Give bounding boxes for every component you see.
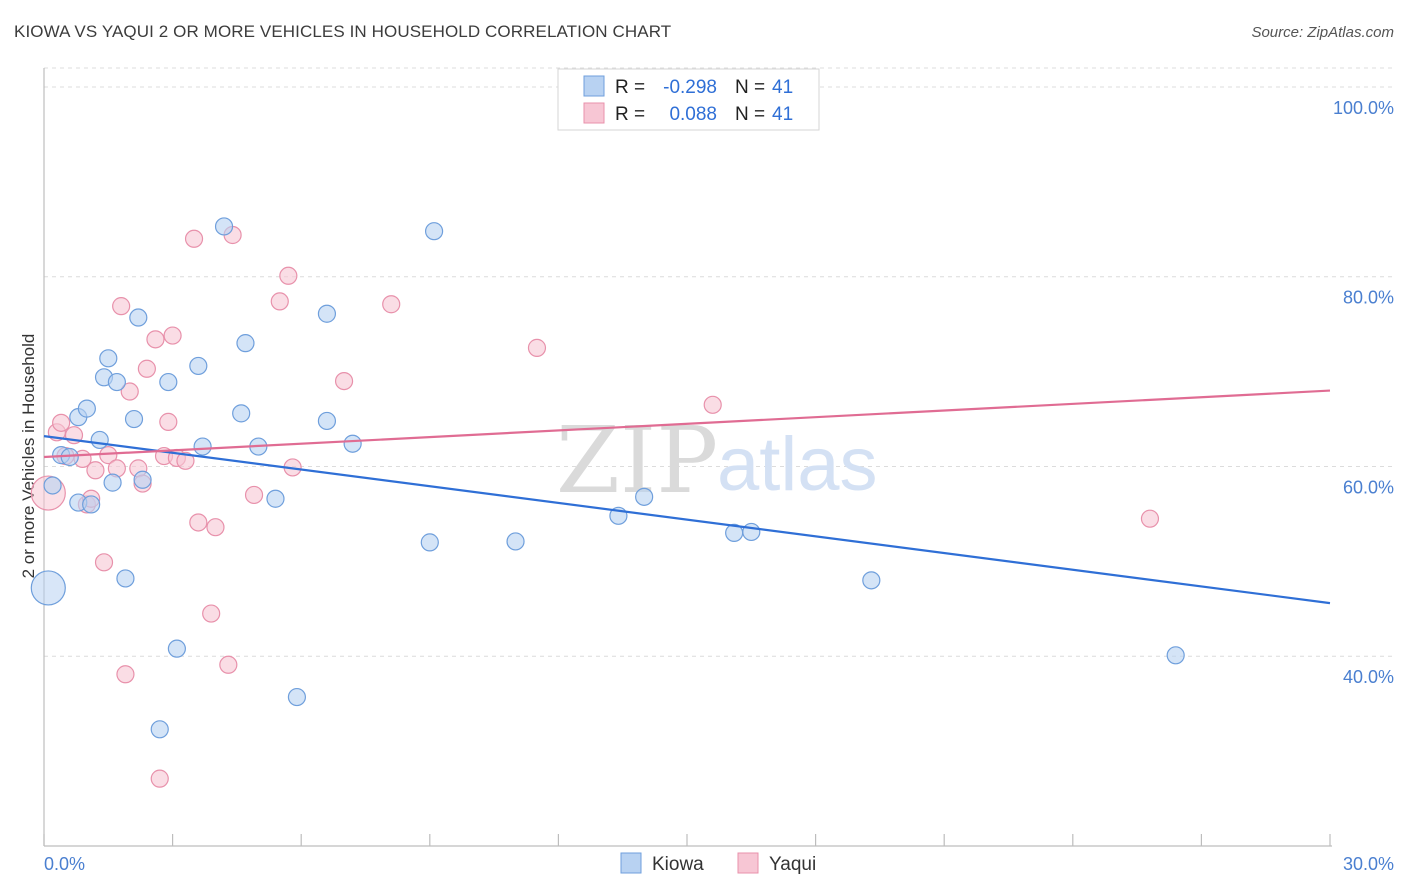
kiowa-point-37 — [742, 522, 761, 542]
kiowa-point-30 — [343, 434, 362, 453]
legend-r-value-kiowa: -0.298 — [663, 77, 717, 98]
legend-r-label-kiowa: R = — [615, 77, 645, 98]
yaqui-point-21 — [159, 412, 178, 431]
x-tick-label-min: 0.0% — [44, 854, 85, 874]
series-legend-swatch-kiowa — [620, 852, 642, 874]
yaqui-point-32 — [270, 292, 289, 311]
trend-lines — [43, 389, 1331, 605]
yaqui-point-9 — [94, 553, 114, 572]
yaqui-point-38 — [703, 395, 722, 414]
yaqui-point-8 — [86, 461, 105, 480]
kiowa-point-1 — [43, 476, 62, 495]
kiowa-points — [30, 217, 1185, 739]
legend-n-label-kiowa: N = — [735, 77, 765, 98]
watermark-atlas: atlas — [717, 422, 878, 507]
kiowa-point-11 — [103, 473, 122, 492]
kiowa-point-29 — [317, 304, 337, 323]
legend-n-value-kiowa: 41 — [772, 77, 793, 98]
kiowa-point-10 — [99, 349, 118, 368]
kiowa-point-39 — [1166, 646, 1185, 665]
kiowa-point-19 — [167, 639, 186, 658]
kiowa-point-15 — [129, 308, 148, 327]
kiowa-point-26 — [266, 489, 285, 508]
correlation-legend: R = -0.298 N = 41 R = 0.088 N = 41 — [557, 68, 820, 131]
yaqui-point-18 — [146, 330, 165, 349]
kiowa-point-13 — [116, 569, 135, 588]
chart-title: KIOWA VS YAQUI 2 OR MORE VEHICLES IN HOU… — [14, 22, 672, 41]
series-legend: Kiowa Yaqui — [620, 852, 816, 875]
yaqui-trend-line — [43, 389, 1331, 459]
yaqui-point-22 — [163, 326, 182, 345]
kiowa-point-16 — [133, 470, 152, 489]
kiowa-point-24 — [236, 334, 255, 353]
kiowa-point-31 — [420, 533, 439, 552]
yaqui-point-29 — [219, 655, 238, 674]
yaqui-point-26 — [189, 513, 208, 532]
kiowa-point-28 — [317, 411, 337, 431]
yaqui-point-13 — [116, 665, 135, 684]
kiowa-point-38 — [862, 571, 881, 590]
kiowa-point-17 — [150, 720, 169, 739]
kiowa-point-20 — [189, 356, 208, 376]
kiowa-point-33 — [506, 532, 525, 551]
kiowa-point-0 — [30, 570, 66, 606]
series-legend-swatch-yaqui — [737, 852, 759, 874]
yaqui-point-31 — [244, 485, 264, 505]
yaqui-point-37 — [527, 338, 547, 357]
kiowa-point-8 — [90, 430, 109, 450]
series-legend-label-yaqui: Yaqui — [769, 854, 816, 875]
x-tick-marks — [43, 834, 1331, 846]
kiowa-point-12 — [107, 372, 126, 392]
yaqui-point-28 — [206, 518, 225, 537]
yaqui-point-24 — [176, 451, 195, 470]
series-legend-label-kiowa: Kiowa — [652, 854, 704, 875]
kiowa-point-22 — [214, 217, 234, 236]
kiowa-point-7 — [82, 495, 101, 514]
y-tick-label-80: 80.0% — [1343, 288, 1394, 308]
source-credit: Source: ZipAtlas.com — [1251, 24, 1394, 41]
legend-r-label-yaqui: R = — [615, 104, 645, 125]
legend-swatch-yaqui — [583, 102, 605, 124]
yaqui-point-17 — [137, 359, 156, 378]
kiowa-point-18 — [159, 372, 178, 392]
yaqui-point-35 — [334, 371, 354, 391]
y-tick-label-60: 60.0% — [1343, 477, 1394, 497]
yaqui-point-39 — [1140, 509, 1160, 528]
y-tick-label-100: 100.0% — [1333, 98, 1394, 118]
kiowa-point-27 — [287, 687, 307, 707]
yaqui-point-25 — [184, 229, 204, 248]
kiowa-point-6 — [77, 399, 96, 418]
legend-swatch-kiowa — [583, 75, 605, 97]
kiowa-point-21 — [193, 437, 212, 456]
kiowa-point-32 — [424, 222, 444, 241]
kiowa-point-14 — [124, 409, 144, 429]
grid-lines — [44, 67, 1394, 657]
yaqui-point-33 — [279, 266, 298, 285]
kiowa-point-23 — [232, 404, 251, 423]
yaqui-point-12 — [112, 297, 131, 316]
y-axis-label: 2 or more Vehicles in Household — [19, 334, 38, 579]
y-tick-label-40: 40.0% — [1343, 667, 1394, 687]
legend-r-value-yaqui: 0.088 — [669, 104, 717, 125]
yaqui-point-36 — [382, 295, 401, 314]
legend-n-value-yaqui: 41 — [772, 104, 793, 125]
x-tick-label-max: 30.0% — [1343, 854, 1394, 874]
kiowa-trend-line — [43, 435, 1331, 605]
yaqui-point-19 — [150, 769, 169, 788]
yaqui-point-2 — [52, 413, 71, 432]
y-tick-labels: 40.0% 60.0% 80.0% 100.0% — [1333, 98, 1394, 687]
yaqui-point-27 — [202, 604, 221, 623]
kiowa-point-35 — [635, 487, 654, 506]
legend-n-label-yaqui: N = — [735, 104, 765, 125]
yaqui-point-14 — [120, 382, 139, 401]
